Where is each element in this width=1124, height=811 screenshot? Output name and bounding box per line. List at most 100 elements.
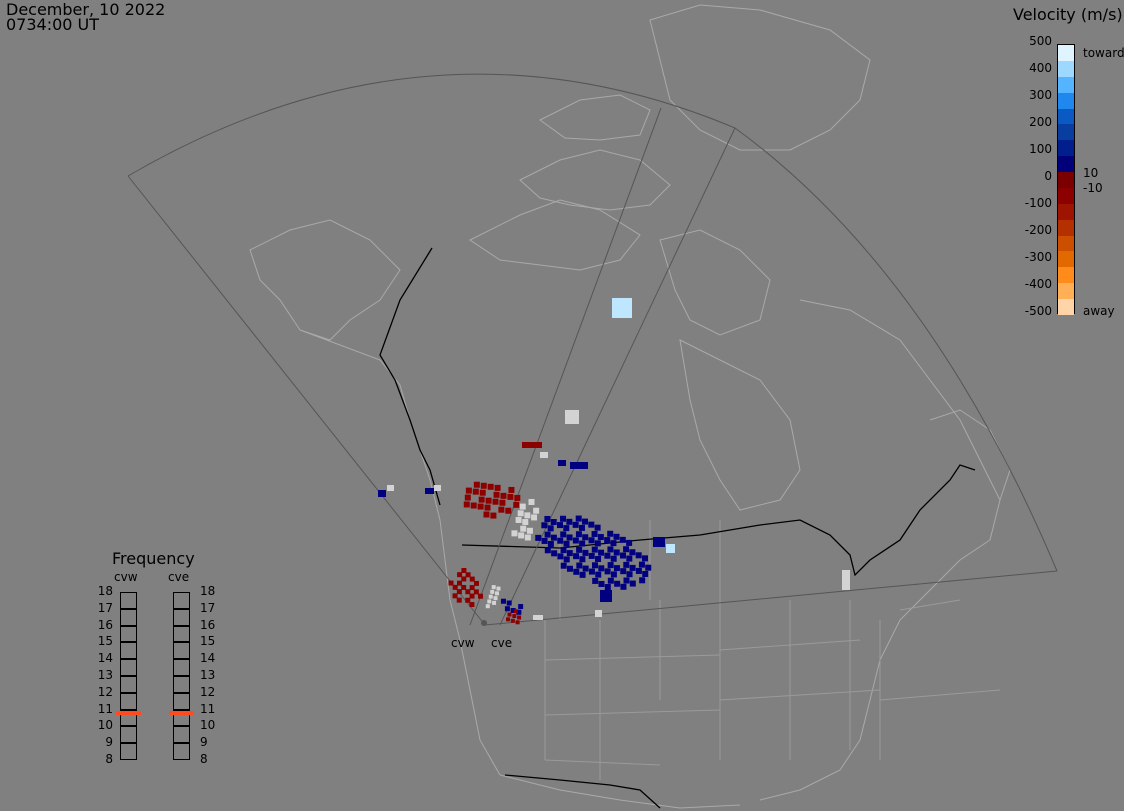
echo-cell — [465, 487, 472, 494]
echo-cell — [540, 452, 548, 458]
echo-cell — [604, 584, 611, 591]
echo-cell — [598, 565, 605, 572]
date-label: December, 10 2022 — [6, 0, 166, 19]
echo-cell — [607, 530, 614, 537]
echo-cell — [485, 497, 492, 504]
echo-cell — [544, 531, 551, 538]
colorbar-tick-label: 400 — [1029, 61, 1052, 75]
echo-cell — [629, 580, 636, 587]
echo-cell — [592, 577, 599, 584]
echo-cell — [598, 580, 605, 587]
echo-cell — [575, 515, 582, 522]
echo-cell — [452, 584, 458, 590]
echo-cell — [560, 547, 567, 554]
frequency-scale-label: 10 — [97, 718, 113, 733]
frequency-cell — [173, 726, 190, 744]
echo-cell — [484, 504, 491, 511]
echo-cell — [456, 597, 462, 603]
frequency-scale-label: 12 — [97, 684, 113, 699]
frequency-cell — [120, 726, 137, 744]
echo-cell — [635, 567, 642, 574]
echo-cell — [573, 553, 580, 560]
frequency-scale-label: 16 — [97, 617, 113, 632]
colorbar-segment — [1058, 172, 1074, 189]
echo-cell — [452, 593, 458, 599]
echo-cell — [517, 615, 522, 620]
echo-cell — [510, 618, 515, 623]
echo-cell — [666, 544, 675, 553]
echo-cell — [594, 540, 601, 547]
echo-cell — [597, 534, 604, 541]
echo-cell — [461, 567, 467, 573]
colorbar-segment — [1058, 251, 1074, 268]
echo-cell — [511, 530, 518, 537]
frequency-cell — [120, 642, 137, 660]
frequency-cell — [120, 625, 137, 643]
echo-cell — [560, 562, 567, 569]
echo-cell — [469, 593, 475, 599]
echo-cell — [613, 533, 620, 540]
echo-cell — [626, 539, 633, 546]
frequency-cell — [173, 692, 190, 710]
echo-cell — [473, 589, 479, 595]
echo-cell — [581, 518, 588, 525]
echo-cell — [483, 511, 490, 518]
frequency-scale-label: 9 — [105, 735, 113, 750]
echo-cell — [572, 537, 579, 544]
echo-cell — [457, 572, 463, 578]
echo-cell — [456, 589, 462, 595]
echo-cell — [499, 499, 506, 506]
echo-cell — [614, 580, 621, 587]
echo-cell — [623, 577, 630, 584]
frequency-scale-label: 14 — [200, 651, 216, 666]
echo-cell — [378, 490, 386, 497]
velocity-colorbar — [1057, 44, 1075, 316]
echo-cell — [479, 489, 486, 496]
echo-cell — [505, 507, 512, 514]
echo-cell — [551, 550, 558, 557]
velocity-legend-title: Velocity (m/s) — [1013, 5, 1123, 24]
frequency-scale-label: 15 — [200, 634, 216, 649]
frequency-scale-label: 17 — [97, 600, 113, 615]
echo-cell — [582, 534, 589, 541]
echo-cell — [591, 530, 598, 537]
colorbar-segment — [1058, 267, 1074, 284]
echo-cell — [588, 521, 595, 528]
colorbar-tick-label: 200 — [1029, 115, 1052, 129]
echo-cell — [842, 570, 850, 590]
frequency-scale-label: 10 — [200, 718, 216, 733]
echo-cell — [485, 604, 490, 609]
echo-cell — [613, 565, 620, 572]
frequency-cell — [173, 608, 190, 626]
echo-cell — [478, 593, 484, 599]
radar-label-cve: cve — [491, 636, 512, 650]
echo-cell — [465, 572, 471, 578]
echo-cell — [620, 583, 627, 590]
frequency-cell — [173, 709, 190, 727]
echo-cell — [518, 532, 525, 539]
echo-cell — [473, 481, 480, 488]
frequency-scale-label: 11 — [200, 701, 216, 716]
frequency-title: Frequency — [112, 549, 195, 568]
echo-cell — [560, 515, 567, 522]
echo-cell — [550, 534, 557, 541]
colorbar-segment — [1058, 283, 1074, 300]
echo-cell — [607, 546, 614, 553]
echo-cell — [635, 552, 642, 559]
echo-cell — [604, 537, 611, 544]
colorbar-tick-label: -300 — [1024, 250, 1052, 264]
neg-threshold-label: -10 — [1083, 181, 1103, 195]
echo-cell — [456, 580, 462, 586]
colorbar-segment — [1058, 219, 1074, 237]
colorbar-tick-label: -200 — [1024, 223, 1052, 237]
colorbar-tick-label: 500 — [1029, 34, 1052, 48]
frequency-marker — [169, 710, 194, 715]
echo-cell — [490, 589, 495, 594]
echo-cell — [620, 552, 627, 559]
echo-cell — [513, 501, 520, 508]
echo-cell — [492, 498, 499, 505]
frequency-cell — [173, 676, 190, 693]
echo-cell — [472, 488, 479, 495]
frequency-scale-label: 14 — [97, 651, 113, 666]
